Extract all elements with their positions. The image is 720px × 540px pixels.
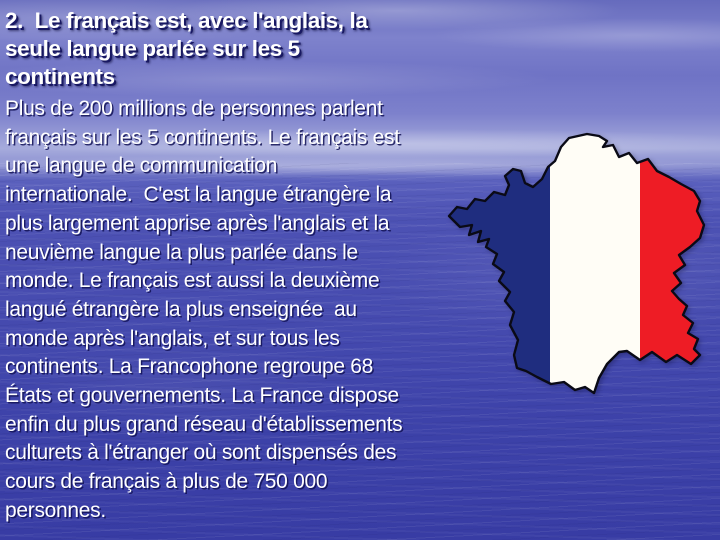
text-line: continents xyxy=(5,64,115,89)
text-line: 2. Le français est, avec l'anglais, la xyxy=(5,8,368,33)
text-line: cours de français à plus de 750 000 xyxy=(5,470,328,494)
text-line: neuvième langue la plus parlée dans le xyxy=(5,240,358,264)
text-line: langué étrangère la plus enseignée au xyxy=(5,297,357,321)
text-line: français sur les 5 continents. Le frança… xyxy=(5,125,400,149)
text-line: culturets à l'étranger où sont dispensés… xyxy=(5,441,397,465)
text-line: continents. La Francophone regroupe 68 xyxy=(5,355,374,379)
text-line: internationale. C'est la langue étrangèr… xyxy=(5,183,392,207)
text-line: seule langue parlée sur les 5 xyxy=(5,36,300,61)
france-outline xyxy=(447,132,706,395)
france-map xyxy=(447,132,706,395)
text-line: enfin du plus grand réseau d'établisseme… xyxy=(5,412,403,436)
flag-blue-stripe xyxy=(449,134,550,393)
text-line: personnes. xyxy=(5,498,106,522)
text-line: monde après l'anglais, et sur tous les xyxy=(5,326,340,350)
text-line: Plus de 200 millions de personnes parlen… xyxy=(5,97,383,120)
text-line: monde. Le français est aussi la deuxième xyxy=(5,269,380,293)
slide-body-text: Plus de 200 millions de personnes parlen… xyxy=(5,95,480,526)
flag-white-stripe xyxy=(550,134,640,393)
text-line: une langue de communication xyxy=(5,154,278,178)
slide-title: 2. Le français est, avec l'anglais, la se… xyxy=(5,7,473,91)
text-line: États et gouvernements. La France dispos… xyxy=(5,384,399,408)
text-line: plus largement apprise après l'anglais e… xyxy=(5,211,390,235)
